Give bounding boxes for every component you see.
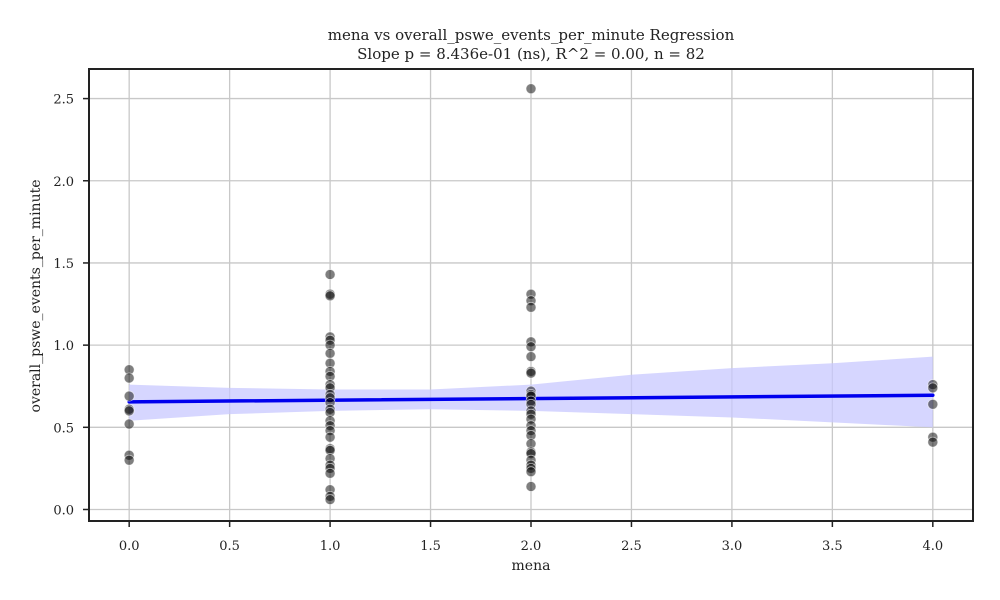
scatter-point [123, 405, 135, 417]
x-tick-label: 0.0 [119, 539, 140, 554]
scatter-point [324, 494, 336, 506]
scatter-point [927, 436, 939, 448]
axis-ticks: 0.0 0.5 1.0 1.5 2.0 2.5 3.0 3.5 4.0 0.0 0.5 1.0 1.5 2… [53, 93, 943, 554]
scatter-point [324, 347, 336, 359]
x-tick-label: 3.5 [822, 539, 843, 554]
scatter-point [927, 398, 939, 410]
y-tick-label: 2.0 [53, 175, 74, 190]
chart-title: mena vs overall_pswe_events_per_minute R… [328, 26, 735, 44]
scatter-point [525, 481, 537, 492]
y-tick-label: 1.0 [53, 339, 74, 354]
scatter-point [525, 351, 537, 363]
x-tick-label: 2.5 [621, 539, 642, 554]
x-tick-label: 1.5 [420, 539, 441, 554]
scatter-point [927, 382, 939, 394]
scatter-points [123, 83, 939, 506]
y-tick-label: 2.5 [53, 93, 74, 108]
scatter-point [525, 83, 537, 95]
chart-subtitle: Slope p = 8.436e-01 (ns), R^2 = 0.00, n … [357, 45, 705, 63]
grid-lines [89, 69, 973, 521]
y-tick-label: 0.5 [53, 421, 74, 436]
scatter-point [324, 269, 336, 280]
scatter-point [123, 390, 135, 402]
y-tick-label: 0.0 [53, 503, 74, 518]
scatter-point [324, 431, 336, 443]
scatter-point [123, 372, 135, 384]
scatter-point [324, 467, 336, 479]
scatter-point [525, 301, 537, 313]
x-tick-label: 1.0 [320, 539, 341, 554]
x-tick-label: 0.5 [219, 539, 240, 554]
x-tick-label: 2.0 [521, 539, 542, 554]
scatter-point [123, 454, 135, 466]
y-axis-label: overall_pswe_events_per_minute [28, 180, 44, 413]
x-tick-label: 4.0 [922, 539, 943, 554]
scatter-point [324, 290, 336, 302]
x-tick-label: 3.0 [722, 539, 743, 554]
scatter-point [525, 466, 537, 478]
x-axis-label: mena [512, 558, 551, 574]
scatter-point [123, 418, 135, 430]
scatter-point [525, 367, 537, 379]
scatter-point [525, 341, 537, 353]
y-tick-label: 1.5 [53, 257, 74, 272]
